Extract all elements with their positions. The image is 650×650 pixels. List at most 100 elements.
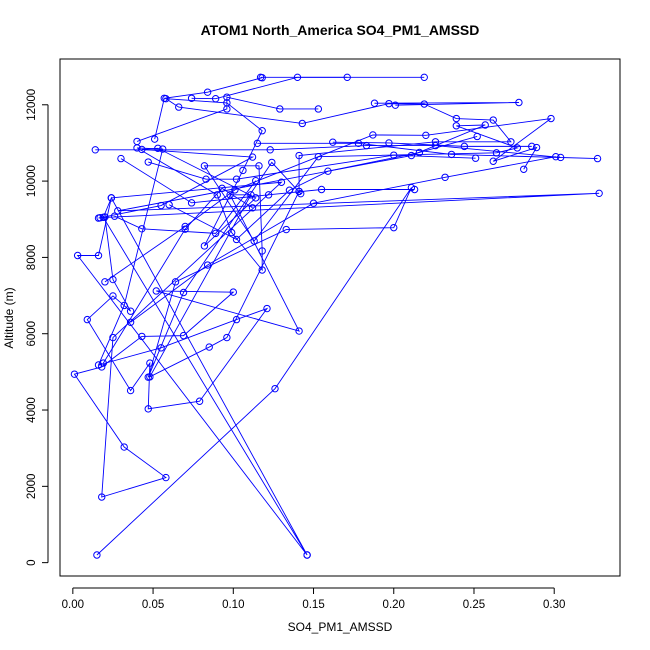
data-point [248, 153, 257, 161]
y-tick-label: 4000 [26, 397, 38, 423]
data-series [150, 73, 428, 143]
data-series [165, 132, 481, 244]
series-line [120, 158, 415, 204]
data-point [73, 251, 82, 260]
data-point [520, 165, 528, 173]
data-point [179, 331, 188, 340]
data-point [101, 278, 109, 286]
data-point [422, 131, 430, 140]
y-tick-label: 2000 [26, 474, 38, 500]
data-point [258, 247, 266, 255]
series-line [73, 161, 412, 556]
data-series [329, 138, 536, 151]
data-point [513, 144, 522, 152]
y-tick-label: 10000 [26, 165, 38, 197]
data-point [114, 207, 122, 215]
data-point [507, 138, 515, 146]
series-line [95, 142, 598, 160]
data-point [295, 151, 303, 160]
data-point [593, 154, 602, 163]
data-point [595, 189, 603, 198]
data-series [110, 177, 260, 238]
data-point [258, 266, 266, 274]
data-point [232, 315, 241, 324]
data-point [195, 397, 204, 405]
data-point [391, 101, 400, 109]
data-point [515, 98, 523, 107]
data-series [91, 139, 602, 163]
data-point [441, 173, 449, 181]
y-tick-label: 8000 [26, 245, 38, 271]
data-point [452, 114, 461, 123]
series-line [136, 96, 319, 142]
data-point [120, 301, 128, 310]
data-point [547, 114, 555, 123]
data-point [369, 131, 377, 139]
y-tick-label: 12000 [26, 89, 38, 121]
data-point [489, 116, 497, 124]
data-point [200, 162, 209, 170]
data-point [109, 292, 117, 300]
data-point [120, 443, 128, 451]
data-point [93, 551, 101, 559]
data-point [258, 127, 266, 135]
data-point [481, 121, 489, 129]
x-tick-label: 0.05 [142, 599, 164, 611]
series-line [102, 187, 253, 364]
data-point [133, 137, 141, 146]
data-point [266, 146, 274, 154]
data-point [70, 370, 79, 378]
data-point [223, 333, 231, 342]
data-point [252, 194, 260, 202]
data-series [70, 158, 416, 559]
data-point [324, 167, 332, 175]
data-point [264, 191, 273, 199]
x-tick-label: 0.00 [62, 599, 84, 611]
data-point [187, 199, 196, 207]
data-point [126, 386, 135, 395]
y-tick-label: 0 [26, 559, 38, 565]
data-point [229, 288, 238, 296]
data-point [107, 194, 116, 202]
series-line [332, 141, 532, 147]
data-point [452, 122, 461, 130]
data-point [552, 152, 560, 161]
data-point [109, 333, 117, 342]
data-point [205, 343, 213, 351]
data-point [144, 158, 152, 166]
x-tick-label: 0.10 [222, 599, 244, 611]
data-point [223, 105, 231, 113]
data-point [179, 288, 188, 297]
data-point [126, 318, 135, 326]
data-point [296, 189, 305, 198]
data-point [162, 473, 170, 482]
data-point [181, 225, 189, 233]
data-point [175, 103, 183, 111]
data-point [200, 242, 209, 250]
data-point [390, 151, 398, 159]
data-point [165, 201, 173, 209]
data-series [187, 73, 351, 103]
data-point [232, 175, 241, 183]
data-point [314, 105, 323, 113]
x-tick-label: 0.25 [463, 599, 485, 611]
series-line [114, 180, 257, 234]
data-point [385, 139, 393, 147]
plot-series [70, 73, 603, 559]
series-line [104, 118, 552, 283]
data-point [329, 138, 337, 146]
series-line [130, 156, 556, 323]
data-point [144, 373, 152, 381]
data-point [138, 225, 146, 233]
data-point [268, 158, 276, 167]
data-point [255, 162, 263, 170]
x-tick-label: 0.30 [543, 599, 565, 611]
data-point [99, 359, 108, 367]
data-point [293, 73, 302, 82]
data-point [126, 307, 135, 315]
data-series [99, 184, 257, 367]
data-point [239, 166, 247, 175]
data-series [94, 94, 515, 250]
data-point [256, 73, 265, 82]
